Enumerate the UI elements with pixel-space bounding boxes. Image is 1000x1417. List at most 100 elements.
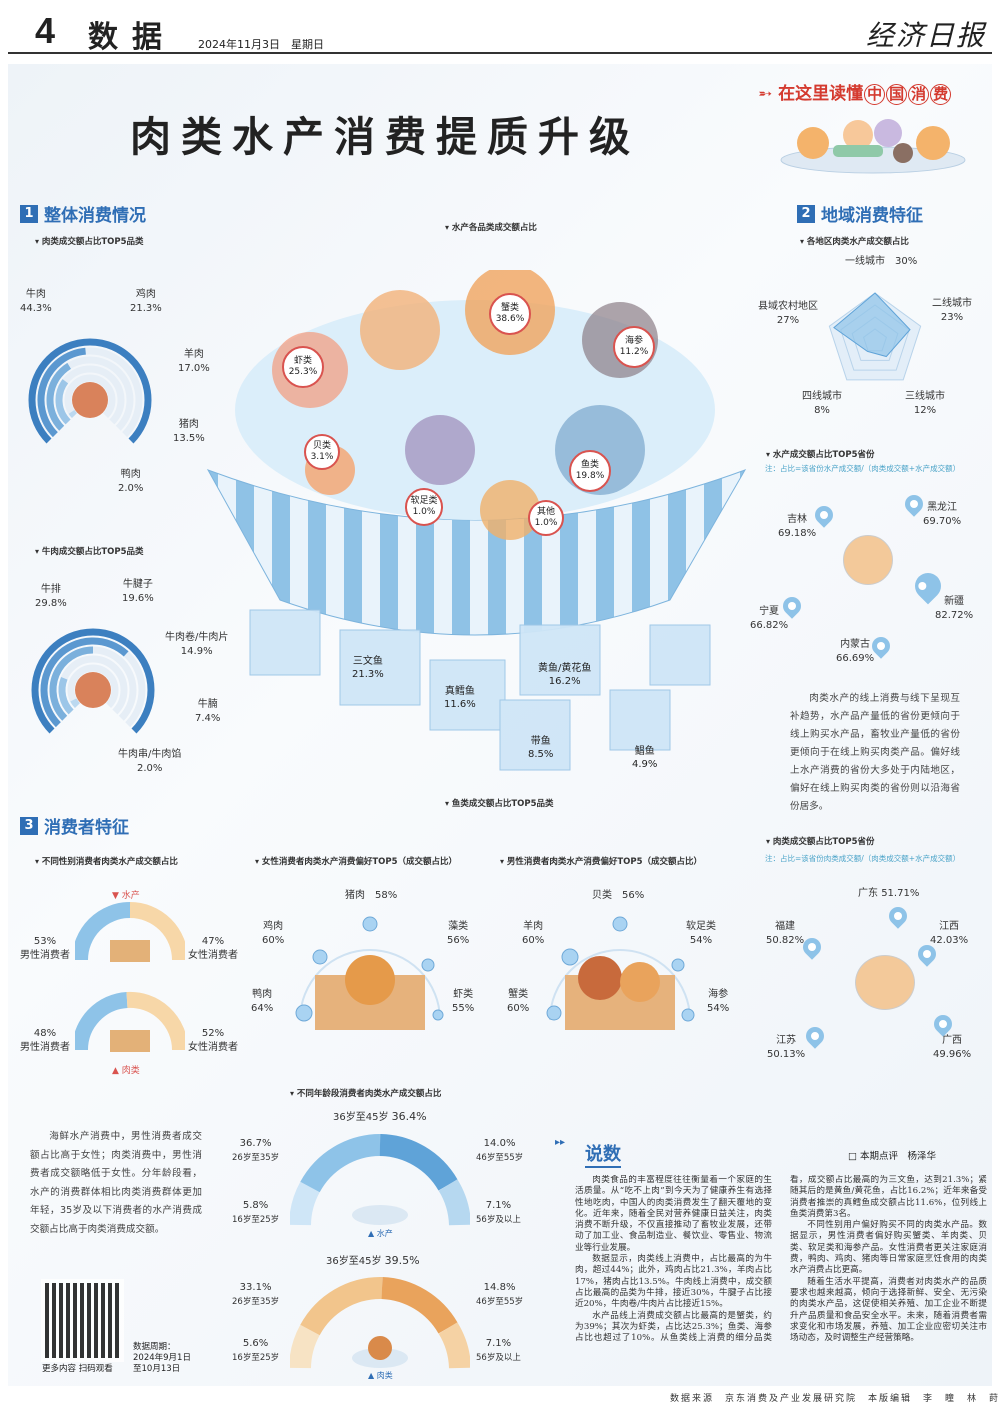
- fish-cube-label: 黄鱼/黄花鱼 16.2%: [538, 663, 592, 687]
- male-pref-label: 蟹类 60%: [507, 989, 530, 1014]
- meat-label: 猪肉 13.5%: [173, 419, 205, 444]
- female-pref-label: 鸡肉 60%: [262, 921, 285, 946]
- section-name: 数据: [88, 20, 176, 55]
- beef-label: 牛腩 7.4%: [195, 699, 221, 724]
- beef-label: 牛肉卷/牛肉片 14.9%: [165, 632, 229, 657]
- fish-cube-label: 真鳕鱼 11.6%: [444, 686, 476, 710]
- male-pref-label: 海参 54%: [707, 989, 730, 1014]
- gender-gauges: [75, 902, 185, 1052]
- meat-provinces-note: 注：占比=该省份肉类成交额/（肉类成交额+水产成交额）: [765, 854, 961, 863]
- region-label: 四线城市 8%: [802, 391, 842, 416]
- column-brand: ➵ 在这里读懂中国消费: [758, 79, 952, 105]
- regions-title: 各地区肉类水产成交额占比: [800, 235, 909, 247]
- province-label: 新疆 82.72%: [935, 596, 974, 621]
- age-label: 5.8% 16岁至25岁: [232, 1200, 280, 1225]
- male-pref-label: 羊肉 60%: [522, 921, 545, 946]
- meat-label: 鸭肉 2.0%: [118, 469, 144, 494]
- meat-top5-title: 肉类成交额占比TOP5品类: [35, 235, 144, 247]
- female-pref-label: 虾类 55%: [452, 989, 475, 1014]
- radial-bar: [40, 637, 129, 728]
- brand-char: 国: [886, 84, 908, 105]
- age-label: 7.1% 56岁及以上: [476, 1338, 521, 1363]
- beef-label: 牛肉串/牛肉馅 2.0%: [118, 749, 182, 774]
- radial-bar: [55, 379, 71, 425]
- beef-label: 牛腱子 19.6%: [122, 579, 154, 604]
- region-label: 县域农村地区 27%: [758, 301, 818, 326]
- header-divider: [8, 52, 992, 54]
- section-number: 2: [797, 204, 815, 223]
- gender-label: 53% 男性消费者: [20, 936, 70, 961]
- meat-basket-icon: [855, 955, 915, 1010]
- issue-date: 2024年11月3日 星期日: [198, 38, 324, 51]
- age-label: 36岁至45岁 39.5%: [326, 1254, 420, 1267]
- age-title: 不同年龄段消费者肉类水产成交额占比: [290, 1087, 442, 1099]
- gender-label: 48% 男性消费者: [20, 1028, 70, 1053]
- age-label: 36岁至45岁 36.4%: [333, 1110, 427, 1123]
- seafood-basket-icon: [843, 535, 893, 585]
- region-paragraph: 肉类水产的线上消费与线下呈现互补趋势，水产品产量低的省份更倾向于线上购买水产品，…: [790, 693, 960, 812]
- fish-cube-label: 带鱼 8.5%: [528, 736, 554, 760]
- radar-area: [833, 292, 911, 358]
- seafood-platter-illustration: [780, 119, 966, 174]
- article-paragraph: 水产品线上消费成交额占比最高的是蟹类，约为39%；其次为虾类，占比达25.3%；…: [575, 1175, 987, 1344]
- page-number: 4: [35, 10, 56, 51]
- page-title: 肉类水产消费提质升级: [130, 113, 640, 161]
- aquatic-bubble: 贝类 3.1%: [304, 434, 340, 470]
- region-label: 一线城市 30%: [845, 256, 918, 267]
- province-label: 江西 42.03%: [930, 921, 969, 946]
- article-paragraph: 数据显示，肉类线上消费中，占比最高的为牛肉，超过44%；此外，鸡肉占比21.3%…: [575, 1254, 772, 1310]
- meat-label: 鸡肉 21.3%: [130, 289, 162, 314]
- fish-cube-label: 鲳鱼 4.9%: [632, 746, 658, 770]
- meat-label: 羊肉 17.0%: [178, 349, 210, 374]
- meat-drumstick-icon: [72, 382, 108, 418]
- radial-bar: [37, 347, 86, 438]
- article-reviewer: □ 本期点评 杨泽华: [848, 1151, 936, 1162]
- meat-provinces-title: 肉类成交额占比TOP5省份: [766, 835, 875, 847]
- article-paragraph: 随着生活水平提高，消费者对肉类水产的品质要求也越来越高，倾向于选择新鲜、安全、无…: [790, 1276, 987, 1344]
- age-label: 14.8% 46岁至55岁: [476, 1282, 524, 1307]
- fish-top5-title: 鱼类成交额占比TOP5品类: [445, 797, 554, 809]
- age-aquatic-label: ▲ 水产: [368, 1229, 393, 1238]
- play-arrows-icon: ▸▸: [555, 1137, 566, 1148]
- male-title: 男性消费者肉类水产消费偏好TOP5（成交额占比）: [500, 855, 702, 867]
- beef-radial-chart: [31, 628, 155, 734]
- aquatic-bubble: 软足类 1.0%: [405, 488, 443, 526]
- province-label: 黑龙江 69.70%: [923, 502, 962, 527]
- regions-radar-chart: [828, 292, 922, 381]
- age-label: 7.1% 56岁及以上: [476, 1200, 521, 1225]
- section-number: 1: [20, 204, 38, 223]
- article-body: 肉类食品的丰富程度往往衡量着一个家庭的生活质量。从“吃不上肉”到今天为了健康养生…: [575, 1175, 987, 1380]
- radial-bar: [68, 409, 77, 419]
- qr-code[interactable]: [41, 1279, 124, 1362]
- section-title: 整体消费情况: [44, 206, 146, 226]
- fish-cube-label: 三文鱼 21.3%: [352, 656, 384, 680]
- age-gauges: [290, 1134, 470, 1369]
- region-label: 二线城市 23%: [932, 298, 972, 323]
- female-pref-label: 猪肉 58%: [345, 890, 398, 901]
- section-number: 3: [20, 816, 38, 835]
- seafood-bowl-illustration: [206, 270, 747, 771]
- age-label: 33.1% 26岁至35岁: [232, 1282, 280, 1307]
- aquatic-bubble: 其他 1.0%: [528, 500, 564, 536]
- province-label: 福建 50.82%: [766, 921, 805, 946]
- gender-aquatic-label: ▼ 水产: [112, 891, 140, 901]
- meat-radial-chart: [28, 338, 152, 444]
- male-pref-label: 软足类 54%: [686, 921, 716, 946]
- article-paragraph: 肉类食品的丰富程度往往衡量着一个家庭的生活质量。从“吃不上肉”到今天为了健康养生…: [575, 1175, 772, 1253]
- gender-age-paragraph: 海鲜水产消费中，男性消费者成交额占比高于女性；肉类消费中，男性消费者成交额略低于…: [30, 1131, 202, 1235]
- section-title: 地域消费特征: [821, 206, 923, 226]
- gender-title: 不同性别消费者肉类水产成交额占比: [35, 855, 178, 867]
- age-label: 5.6% 16岁至25岁: [232, 1338, 280, 1363]
- section-2-heading: 2 地域消费特征: [797, 201, 923, 226]
- aquatic-bubble: 虾类 25.3%: [282, 346, 324, 388]
- radial-bar: [49, 646, 94, 721]
- province-label: 内蒙古 66.69%: [836, 639, 875, 664]
- age-label: 36.7% 26岁至35岁: [232, 1138, 280, 1163]
- brand-char: 消: [908, 84, 930, 105]
- aquatic-provinces-title: 水产成交额占比TOP5省份: [766, 448, 875, 460]
- gender-label: 47% 女性消费者: [188, 936, 238, 961]
- data-period: 数据周期： 2024年9月1日 至10月13日: [133, 1342, 191, 1374]
- male-preference-arc: [546, 916, 695, 1030]
- region-label: 三线城市 12%: [905, 391, 945, 416]
- meat-drumstick-icon: [75, 672, 111, 708]
